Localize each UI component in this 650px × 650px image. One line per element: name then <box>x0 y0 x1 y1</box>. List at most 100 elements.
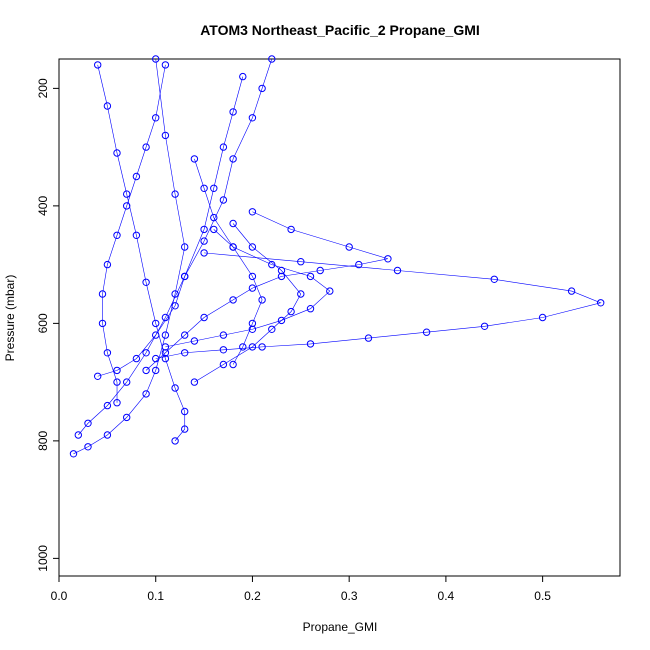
data-point <box>248 325 257 333</box>
data-point <box>229 243 237 251</box>
series-9 <box>190 155 266 369</box>
data-point <box>132 354 141 363</box>
data-point <box>210 184 218 193</box>
data-point <box>345 243 353 251</box>
data-point <box>200 184 208 193</box>
data-point <box>94 61 102 69</box>
data-point <box>132 231 141 240</box>
data-point <box>103 102 112 110</box>
data-point <box>306 305 315 313</box>
series-5 <box>142 208 392 375</box>
series-4 <box>94 61 189 445</box>
data-point <box>94 372 102 380</box>
x-tick-label: 0.3 <box>341 589 358 603</box>
data-point <box>161 354 170 363</box>
data-point <box>142 390 150 398</box>
data-point <box>490 275 498 283</box>
x-tick-label: 0.0 <box>51 589 68 603</box>
data-point <box>480 322 489 330</box>
data-point <box>123 378 131 386</box>
data-point <box>229 219 237 228</box>
data-point <box>268 325 276 333</box>
series-connector <box>97 58 273 377</box>
data-point <box>229 360 237 369</box>
data-point <box>113 366 121 375</box>
plot-frame <box>58 58 621 577</box>
series-connector <box>194 158 263 365</box>
data-point <box>384 255 392 263</box>
data-point <box>171 384 179 392</box>
x-axis-label: Propane_GMI <box>303 620 378 634</box>
data-point <box>181 331 189 339</box>
data-point <box>113 378 121 386</box>
data-point <box>161 61 170 69</box>
data-point <box>200 313 208 322</box>
x-tick-label: 0.5 <box>534 589 551 603</box>
series-connector <box>145 211 388 371</box>
series-connector <box>73 58 186 455</box>
y-tick-label: 800 <box>36 431 50 451</box>
series-connector <box>194 223 302 383</box>
series-connector <box>165 229 331 348</box>
data-point <box>161 343 170 351</box>
series-7 <box>161 225 334 351</box>
data-point <box>567 287 576 295</box>
data-points <box>69 55 605 458</box>
data-point <box>103 260 112 269</box>
data-point <box>277 316 286 325</box>
data-point <box>84 443 92 451</box>
y-axis-label: Pressure (mbar) <box>3 275 17 362</box>
data-point <box>597 299 605 307</box>
data-point <box>181 425 189 433</box>
data-point <box>229 155 237 163</box>
data-point <box>181 243 189 251</box>
data-point <box>248 114 257 122</box>
data-point <box>219 360 228 369</box>
data-point <box>171 302 179 310</box>
data-point <box>277 272 286 281</box>
series-6 <box>152 249 605 363</box>
data-point <box>103 401 112 410</box>
x-axis: 0.0 0.1 0.2 0.3 0.4 0.5 <box>51 575 551 603</box>
data-point <box>152 114 160 122</box>
data-point <box>248 243 257 251</box>
data-point <box>258 84 266 93</box>
data-point <box>113 149 121 157</box>
data-point <box>74 431 83 439</box>
data-point <box>393 266 402 275</box>
data-point <box>190 337 199 345</box>
data-point <box>297 290 305 298</box>
series-connector <box>155 252 602 359</box>
data-point <box>98 319 107 328</box>
data-point <box>219 196 228 204</box>
data-point <box>316 266 324 275</box>
data-point <box>268 55 276 63</box>
data-point <box>219 346 228 354</box>
data-point <box>69 450 78 458</box>
data-point <box>181 272 189 281</box>
data-point <box>229 108 237 116</box>
data-point <box>142 143 150 151</box>
data-point <box>210 225 218 234</box>
data-point <box>229 296 237 304</box>
data-point <box>248 284 257 292</box>
x-tick-label: 0.2 <box>244 589 261 603</box>
data-point <box>326 287 334 295</box>
y-tick-label: 400 <box>36 196 50 216</box>
y-tick-label: 200 <box>36 78 50 98</box>
series-connector <box>78 76 244 436</box>
y-tick-label: 600 <box>36 313 50 333</box>
y-axis: 200 400 600 800 1000 <box>36 78 60 572</box>
x-tick-label: 0.4 <box>438 589 455 603</box>
data-point <box>152 55 160 63</box>
data-point <box>123 202 131 210</box>
data-point <box>538 313 547 322</box>
data-point <box>103 431 112 439</box>
series-connector <box>97 64 186 442</box>
series-connector <box>102 64 166 403</box>
data-point <box>123 190 131 198</box>
data-point <box>355 260 363 269</box>
data-point <box>171 437 179 445</box>
data-point <box>152 354 160 363</box>
